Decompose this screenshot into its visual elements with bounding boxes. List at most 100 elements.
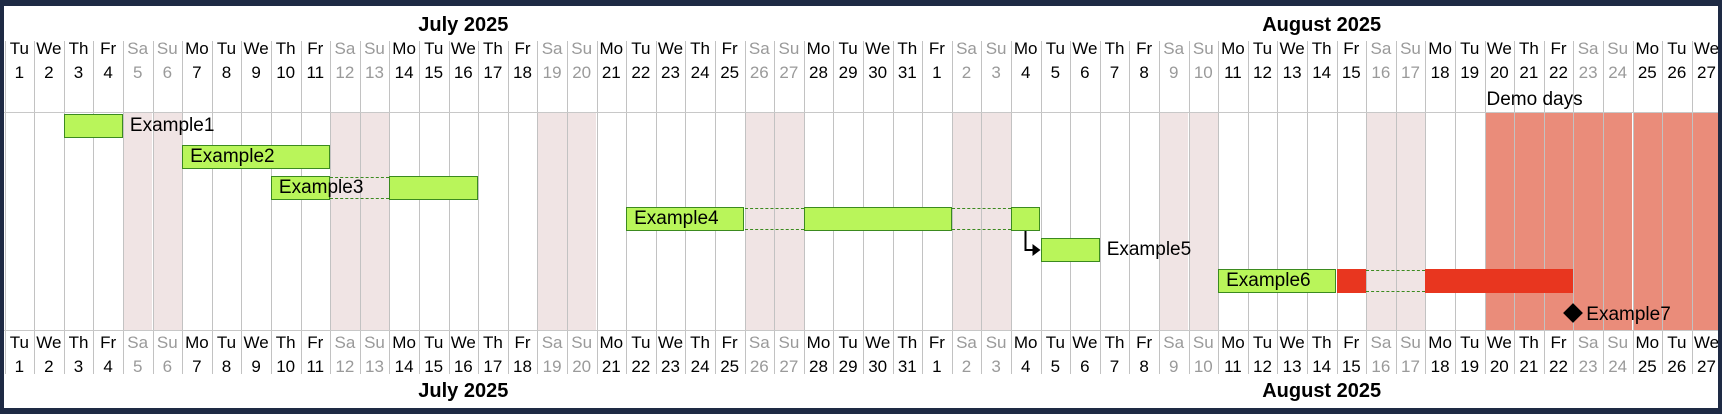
weekday-label: Mo — [1013, 333, 1038, 352]
day-number-label: 15 — [1341, 357, 1361, 376]
day-number-label: 17 — [483, 63, 503, 82]
day-number-label: 31 — [897, 63, 917, 82]
grid-line — [951, 41, 953, 374]
grid-line — [300, 41, 302, 374]
grid-line — [981, 41, 983, 374]
weekday-label: Sa — [127, 333, 149, 352]
grid-line — [211, 41, 213, 374]
weekday-label: Su — [364, 333, 385, 352]
task-gap-connector — [1366, 291, 1426, 292]
grid-line — [1306, 41, 1308, 374]
weekday-label: Mo — [1221, 333, 1245, 352]
weekday-label: Tu — [1045, 39, 1065, 58]
grid-line — [4, 41, 6, 374]
day-number-label: 28 — [809, 63, 828, 82]
task-bar[interactable] — [1040, 238, 1100, 262]
grid-line — [1632, 41, 1634, 374]
day-number-label: 16 — [1371, 63, 1391, 82]
weekday-label: Th — [482, 333, 503, 352]
weekday-label: Sa — [748, 333, 770, 352]
weekday-label: Th — [1311, 39, 1332, 58]
weekday-label: We — [450, 333, 476, 352]
weekday-label: We — [1279, 333, 1305, 352]
day-number-label: 3 — [73, 357, 84, 376]
task-gap-connector — [951, 229, 1011, 230]
weekday-label: Tu — [838, 333, 858, 352]
weekday-label: Th — [482, 39, 503, 58]
weekday-label: Mo — [1221, 39, 1245, 58]
weekday-label: Fr — [1136, 39, 1153, 58]
day-number-label: 27 — [779, 63, 799, 82]
weekday-label: Tu — [1045, 333, 1065, 352]
day-number-label: 26 — [749, 357, 769, 376]
day-number-label: 5 — [1050, 63, 1061, 82]
weekday-label: Mo — [1635, 39, 1660, 58]
day-number-label: 24 — [1608, 357, 1628, 376]
task-bar[interactable] — [626, 207, 745, 231]
task-gap-connector — [1366, 270, 1426, 271]
dependency-arrow — [1024, 231, 1035, 251]
weekday-label: Su — [1400, 333, 1421, 352]
weekday-label: Mo — [392, 39, 416, 58]
highlight-column — [1514, 112, 1544, 330]
day-number-label: 13 — [1282, 63, 1302, 82]
weekend-column — [1366, 112, 1396, 330]
day-number-label: 11 — [306, 63, 325, 82]
day-number-label: 8 — [221, 357, 232, 376]
task-bar[interactable] — [270, 176, 331, 200]
day-number-label: 17 — [1401, 357, 1420, 376]
grid-line — [1129, 41, 1131, 374]
weekday-label: We — [1072, 333, 1098, 352]
weekday-label: Mo — [1428, 39, 1452, 58]
day-number-label: 11 — [1224, 63, 1242, 82]
grid-line — [596, 41, 598, 374]
weekday-label: Mo — [599, 333, 624, 352]
day-number-label: 23 — [1578, 63, 1598, 82]
day-number-label: 19 — [1460, 63, 1480, 82]
grid-line — [182, 41, 184, 374]
weekday-label: Tu — [1252, 333, 1273, 352]
task-gap-connector — [951, 208, 1011, 209]
weekday-label: Sa — [748, 39, 770, 58]
weekday-label: Su — [364, 39, 385, 58]
weekday-label: We — [243, 39, 269, 58]
task-bar[interactable] — [1010, 207, 1041, 231]
day-number-label: 22 — [1549, 357, 1568, 376]
task-bar[interactable] — [803, 207, 952, 231]
task-bar[interactable] — [63, 114, 123, 138]
day-number-label: 27 — [779, 357, 799, 376]
weekday-label: Fr — [1550, 333, 1567, 352]
weekday-label: We — [1072, 39, 1098, 58]
day-number-label: 10 — [1193, 357, 1213, 376]
day-number-label: 25 — [720, 357, 740, 376]
day-number-label: 12 — [1253, 63, 1272, 82]
day-number-label: 29 — [838, 357, 858, 376]
weekday-label: Mo — [1013, 39, 1038, 58]
weekday-label: Tu — [1460, 333, 1480, 352]
weekday-label: Sa — [1370, 39, 1392, 58]
weekday-label: Su — [1192, 39, 1214, 58]
task-bar[interactable] — [1336, 269, 1367, 293]
weekday-label: Th — [690, 39, 711, 58]
weekday-label: Su — [571, 333, 593, 352]
weekend-column — [1188, 112, 1219, 330]
task-bar[interactable] — [1218, 269, 1337, 293]
weekday-label: Tu — [9, 39, 29, 58]
day-number-label: 30 — [868, 357, 888, 376]
day-number-label: 7 — [192, 63, 202, 82]
day-number-label: 19 — [542, 357, 562, 376]
task-bar[interactable] — [1425, 269, 1574, 293]
task-bar[interactable] — [182, 145, 331, 169]
weekday-label: Fr — [307, 39, 324, 58]
task-label: Example1 — [129, 115, 215, 136]
day-number-label: 9 — [251, 357, 261, 376]
weekday-label: Sa — [1370, 333, 1392, 352]
day-number-label: 4 — [103, 357, 113, 376]
task-bar[interactable] — [389, 176, 479, 200]
day-number-label: 2 — [961, 357, 972, 376]
day-number-label: 3 — [73, 63, 84, 82]
highlight-column — [1632, 112, 1663, 330]
weekday-label: Fr — [514, 39, 531, 58]
weekday-label: Su — [156, 39, 178, 58]
weekday-label: Tu — [424, 333, 444, 352]
